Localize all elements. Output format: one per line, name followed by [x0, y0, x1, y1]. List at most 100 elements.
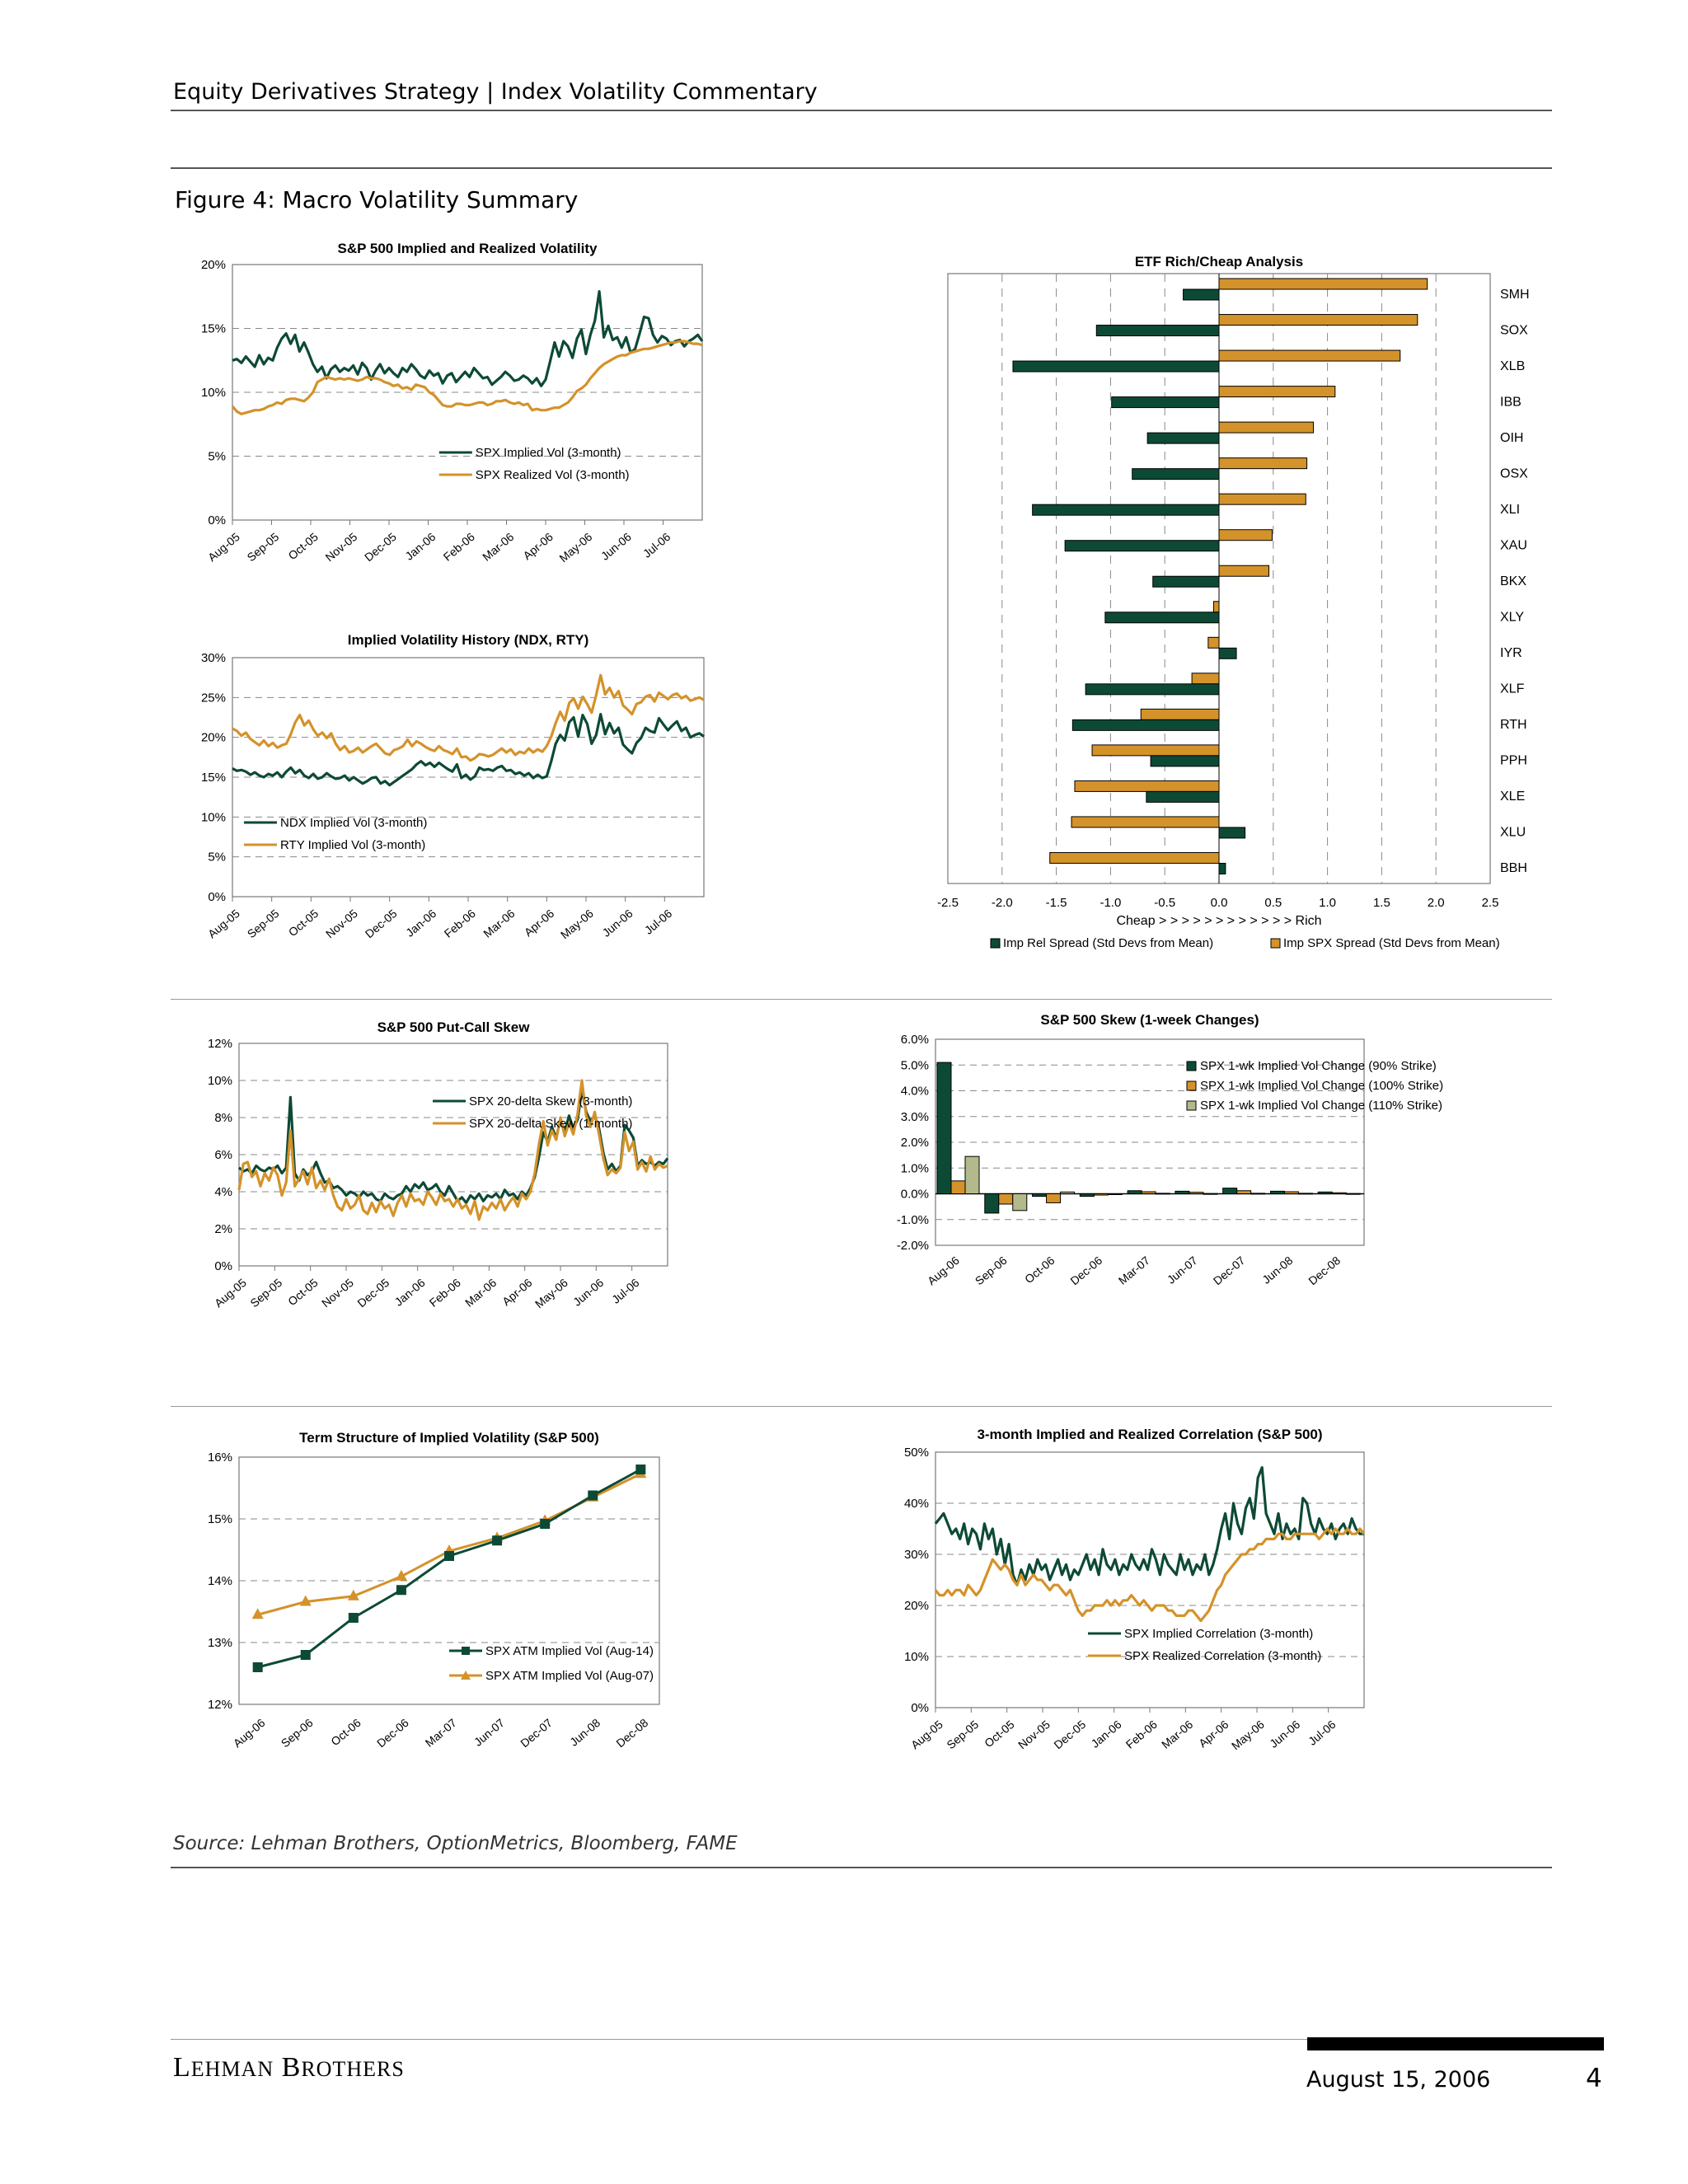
y-tick-label: 40% [904, 1497, 929, 1511]
data-point [444, 1551, 454, 1561]
x-tick-label: Sep-05 [245, 530, 282, 564]
x-tick-label: Mar-06 [462, 1276, 499, 1310]
bar [1140, 708, 1220, 720]
bar [1250, 1193, 1266, 1195]
legend-item-2: SPX 20-delta Skew (1-month) [469, 1117, 632, 1131]
page-number: 4 [1586, 2064, 1602, 2093]
bar [1093, 1193, 1109, 1196]
legend-swatch-3 [1186, 1100, 1197, 1111]
legend-item-2: SPX Realized Vol (3-month) [476, 468, 630, 482]
y-tick-label: 6.0% [901, 1033, 929, 1047]
y-tick-label: 25% [201, 691, 226, 705]
chart-spx-skew-1wk-changes: S&P 500 Skew (1-week Changes) -2.0% -1.0% 0… [897, 1012, 1443, 1287]
y-tick-label: 30% [201, 651, 226, 665]
x-tick-label: -1.0 [1100, 896, 1121, 910]
data-point [252, 1662, 263, 1672]
chart-title: ETF Rich/Cheap Analysis [1135, 254, 1303, 269]
bar [1150, 755, 1220, 767]
x-tick-label: Apr-06 [522, 907, 557, 939]
section-rule-1 [171, 999, 1552, 1000]
x-tick-label: Sep-05 [245, 907, 282, 940]
bar [1212, 601, 1220, 613]
category-label: OIH [1500, 431, 1523, 445]
bar [1218, 457, 1308, 470]
x-tick-label: Aug-06 [925, 1254, 962, 1287]
legend-item-1: SPX 1-wk Implied Vol Change (90% Strike) [1200, 1059, 1437, 1073]
source-note: Source: Lehman Brothers, OptionMetrics, … [173, 1833, 738, 1854]
bar [1218, 386, 1336, 398]
category-label: IYR [1500, 646, 1522, 660]
x-axis-label: Cheap > > > > > > > > > > > > Rich [1116, 914, 1321, 928]
bar [1218, 647, 1237, 659]
figure-top-rule [171, 167, 1552, 169]
y-tick-label: 13% [208, 1636, 232, 1650]
bar [1218, 314, 1418, 326]
bar [1146, 790, 1220, 803]
y-tick-label: 0% [208, 890, 226, 904]
y-tick-label: 12% [208, 1037, 232, 1051]
figure-title: Figure 4: Macro Volatility Summary [175, 186, 579, 213]
y-tick-label: 0% [208, 513, 226, 527]
bar [1222, 1188, 1238, 1194]
y-tick-label: 0.0% [901, 1188, 929, 1202]
series-line-2 [231, 340, 703, 415]
x-tick-label: Jun-06 [1267, 1718, 1302, 1750]
x-tick-label: Aug-05 [205, 907, 242, 940]
bar [1269, 1190, 1285, 1194]
bar [1175, 1190, 1190, 1194]
x-tick-label: Apr-06 [1196, 1718, 1231, 1750]
series-line-1 [257, 1468, 642, 1669]
category-label: XAU [1500, 538, 1527, 552]
bar [1218, 565, 1270, 577]
bar [1111, 396, 1220, 409]
x-tick-label: Jun-07 [471, 1716, 507, 1749]
x-tick-label: Nov-05 [319, 1276, 356, 1310]
data-point [396, 1585, 406, 1596]
bar [950, 1180, 966, 1194]
series-line-2 [237, 1079, 668, 1221]
x-tick-label: -2.0 [992, 896, 1013, 910]
y-tick-label: 5% [208, 851, 226, 865]
chart-title: Implied Volatility History (NDX, RTY) [348, 632, 589, 648]
x-tick-label: 0.5 [1264, 896, 1282, 910]
y-tick-label: 12% [208, 1698, 232, 1712]
y-tick-label: 15% [201, 771, 226, 785]
bar [1218, 529, 1273, 541]
bar [1071, 719, 1220, 731]
y-tick-label: 10% [201, 810, 226, 824]
chart-ndx-rty-implied-vol: Implied Volatility History (NDX, RTY) 0% 5… [201, 632, 705, 941]
data-point [299, 1595, 312, 1606]
x-tick-label: Mar-07 [423, 1716, 459, 1750]
bar [1191, 673, 1220, 685]
bar [1079, 1193, 1095, 1197]
bar [984, 1193, 1000, 1214]
x-tick-label: Feb-06 [442, 907, 478, 940]
category-label: XLU [1500, 826, 1526, 840]
bar [1104, 612, 1220, 624]
y-tick-label: 6% [214, 1148, 232, 1162]
legend-swatch-1 [1186, 1061, 1197, 1071]
footer-rule [171, 2039, 1552, 2040]
y-tick-label: 10% [208, 1074, 232, 1088]
legend-item-1: SPX Implied Vol (3-month) [476, 446, 621, 460]
x-tick-label: -1.5 [1046, 896, 1067, 910]
x-tick-label: Dec-05 [362, 530, 399, 564]
bar [1283, 1191, 1299, 1194]
bar [1012, 360, 1220, 373]
bar [1218, 349, 1401, 362]
legend-item-1: SPX Implied Correlation (3-month) [1124, 1627, 1313, 1641]
x-tick-label: May-06 [532, 1276, 570, 1310]
bar [1207, 636, 1220, 649]
legend-item-2: SPX 1-wk Implied Vol Change (100% Strike… [1200, 1079, 1443, 1093]
bar [1317, 1191, 1333, 1194]
bar [1012, 1193, 1028, 1212]
y-tick-label: -1.0% [897, 1213, 929, 1227]
x-tick-label: Sep-05 [944, 1718, 981, 1751]
bar [1032, 504, 1220, 516]
bar [1046, 1193, 1062, 1203]
y-tick-label: 14% [208, 1574, 232, 1588]
bar [1127, 1190, 1142, 1194]
y-tick-label: 0% [214, 1259, 232, 1273]
legend-item-2: SPX Realized Correlation (3-month) [1124, 1649, 1321, 1663]
x-tick-label: Oct-05 [285, 1276, 321, 1308]
